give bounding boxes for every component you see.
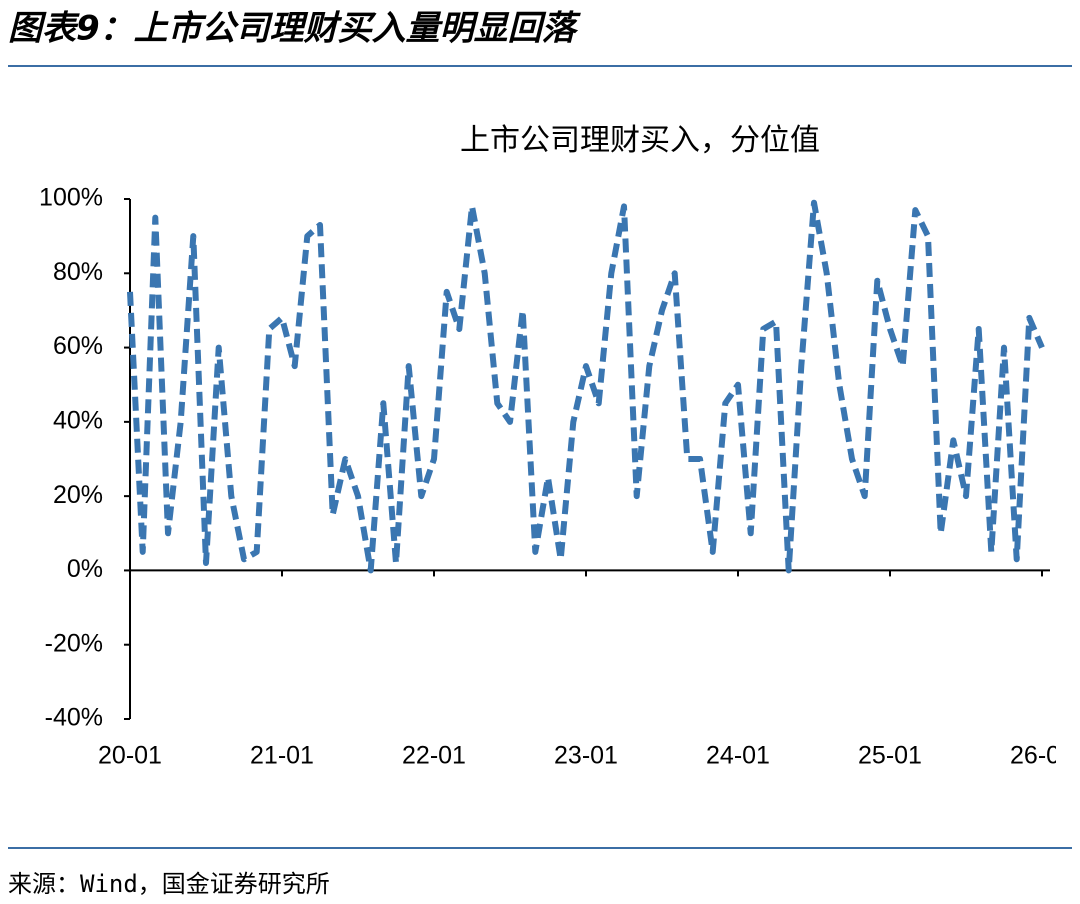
y-tick-label: -20%: [45, 629, 103, 657]
y-tick-label: 40%: [53, 406, 103, 434]
figure-title: 图表9：上市公司理财买入量明显回落: [8, 9, 582, 49]
x-tick-label: 25-01: [858, 742, 922, 770]
y-tick-label: 0%: [67, 555, 103, 583]
x-tick-label: 22-01: [402, 742, 466, 770]
x-tick-label: 23-01: [554, 742, 618, 770]
y-tick-label: -40%: [45, 704, 103, 732]
y-tick-label: 80%: [53, 258, 103, 286]
x-tick-label: 21-01: [250, 742, 314, 770]
y-tick-label: 100%: [39, 184, 103, 212]
data-line: [127, 199, 1045, 574]
x-tick-label: 26-01: [1010, 742, 1074, 770]
y-tick-label: 60%: [53, 332, 103, 360]
x-tick-label: 24-01: [706, 742, 770, 770]
source: 来源：Wind，国金证券研究所: [8, 870, 330, 898]
y-tick-label: 20%: [53, 481, 103, 509]
plot: -40% -20% 0% 20% 40% 60% 80% 100% 20-01 21-01 22-0…: [39, 184, 1074, 770]
chart-title: 上市公司理财买入，分位值: [460, 123, 820, 158]
x-tick-label: 20-01: [98, 742, 162, 770]
